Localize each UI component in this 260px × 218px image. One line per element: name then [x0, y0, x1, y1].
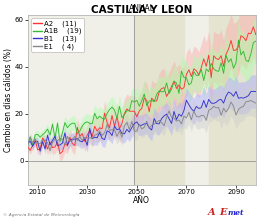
Text: E: E [220, 208, 227, 217]
Text: ANUAL: ANUAL [129, 4, 155, 13]
Bar [134, 15, 184, 185]
Y-axis label: Cambio en días cálidos (%): Cambio en días cálidos (%) [4, 48, 13, 152]
Text: met: met [228, 209, 244, 217]
Text: © Agencia Estatal de Meteorología: © Agencia Estatal de Meteorología [3, 213, 79, 217]
Title: CASTILLA Y LEON: CASTILLA Y LEON [91, 5, 192, 15]
Legend: A2    (11), A1B    (19), B1    (13), E1    ( 4): A2 (11), A1B (19), B1 (13), E1 ( 4) [31, 18, 84, 52]
Bar [209, 15, 256, 185]
X-axis label: AÑO: AÑO [133, 196, 150, 205]
Text: A: A [208, 208, 216, 217]
